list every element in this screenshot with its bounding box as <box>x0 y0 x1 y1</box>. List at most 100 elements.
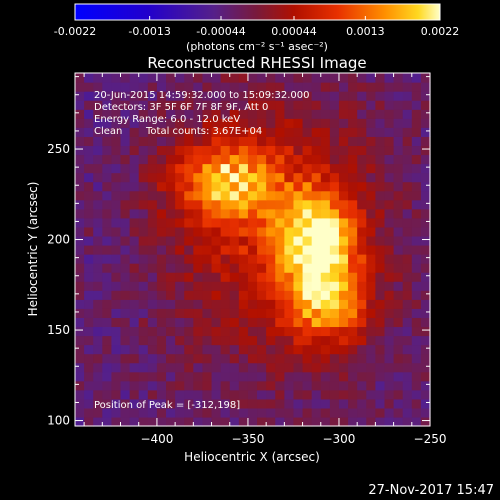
heatmap-cell <box>302 154 313 165</box>
heatmap-cell <box>84 100 94 110</box>
heatmap-cell <box>266 91 276 101</box>
heatmap-cell <box>375 299 386 309</box>
heatmap-cell <box>184 145 194 156</box>
heatmap-cell <box>329 109 340 119</box>
heatmap-cell <box>393 217 404 228</box>
y-tick-label: 250 <box>47 142 70 156</box>
heatmap-cell <box>420 235 431 246</box>
heatmap-cell <box>229 127 240 137</box>
heatmap-cell <box>284 254 295 264</box>
heatmap-cell <box>202 217 213 228</box>
heatmap-cell <box>111 181 122 192</box>
heatmap-cell <box>166 91 176 101</box>
heatmap-cell <box>202 398 213 409</box>
x-tick-label: −250 <box>414 432 447 446</box>
heatmap-cell <box>147 407 158 418</box>
heatmap-cell <box>402 190 413 201</box>
heatmap-cell <box>211 344 222 355</box>
heatmap-cell <box>147 362 158 373</box>
heatmap-cell <box>366 235 376 246</box>
heatmap-cell <box>202 172 213 183</box>
heatmap-cell <box>75 145 85 156</box>
heatmap-cell <box>411 181 422 192</box>
heatmap-cell <box>93 163 103 174</box>
heatmap-cell <box>393 398 404 409</box>
heatmap-cell <box>357 199 367 210</box>
heatmap-cell <box>366 163 376 174</box>
heatmap-cell <box>320 100 331 110</box>
heatmap-cell <box>320 398 331 409</box>
heatmap-cell <box>320 308 331 318</box>
heatmap-cell <box>229 263 240 273</box>
heatmap-cell <box>175 217 185 228</box>
heatmap-cell <box>384 91 395 101</box>
heatmap-cell <box>302 145 313 156</box>
heatmap-cell <box>93 263 103 273</box>
heatmap-cell <box>238 208 249 219</box>
heatmap-cell <box>384 127 395 137</box>
heatmap-cell <box>284 172 295 183</box>
heatmap-cell <box>147 91 158 101</box>
heatmap-cell <box>302 344 313 355</box>
heatmap-cell <box>84 217 94 228</box>
heatmap-cell <box>166 235 176 246</box>
heatmap-cell <box>311 371 322 382</box>
heatmap-cell <box>238 335 249 346</box>
heatmap-cell <box>75 326 85 337</box>
heatmap-cell <box>229 317 240 328</box>
heatmap-cell <box>211 353 222 364</box>
heatmap-cell <box>193 82 204 92</box>
heatmap-cell <box>120 199 131 210</box>
heatmap-cell <box>302 208 313 219</box>
time-range-annotation: 20-Jun-2015 14:59:32.000 to 15:09:32.000 <box>94 90 310 101</box>
heatmap-cell <box>393 127 404 137</box>
heatmap-cell <box>348 281 358 291</box>
heatmap-cell <box>175 127 185 137</box>
heatmap-cell <box>275 326 285 337</box>
heatmap-cell <box>138 416 149 427</box>
heatmap-cell <box>229 281 240 291</box>
heatmap-cell <box>375 163 386 174</box>
heatmap-cell <box>193 326 204 337</box>
heatmap-cell <box>375 389 386 400</box>
heatmap-cell <box>375 91 386 101</box>
heatmap-cell <box>129 181 140 192</box>
heatmap-cell <box>275 127 285 137</box>
heatmap-cell <box>302 82 313 92</box>
heatmap-cell <box>102 299 113 309</box>
heatmap-cell <box>384 172 395 183</box>
heatmap-cell <box>384 145 395 156</box>
heatmap-cell <box>111 217 122 228</box>
heatmap-cell <box>311 91 322 101</box>
heatmap-cell <box>147 208 158 219</box>
heatmap-cell <box>357 226 367 237</box>
heatmap-cell <box>284 353 295 364</box>
heatmap-cell <box>357 118 367 128</box>
heatmap-cell <box>247 163 258 174</box>
heatmap-cell <box>311 217 322 228</box>
heatmap-cell <box>175 317 185 328</box>
heatmap-cell <box>202 308 213 318</box>
heatmap-cell <box>120 154 131 165</box>
heatmap-cell <box>229 217 240 228</box>
colorbar-tick-label: -0.0022 <box>54 25 96 38</box>
heatmap-cell <box>302 136 313 147</box>
heatmap-cell <box>257 380 267 391</box>
heatmap-cell <box>293 100 304 110</box>
heatmap-cell <box>411 109 422 119</box>
heatmap-cell <box>293 371 304 382</box>
heatmap-cell <box>384 190 395 201</box>
colorbar-tick-label: 0.0022 <box>421 25 460 38</box>
heatmap-cell <box>329 82 340 92</box>
heatmap-cell <box>229 308 240 318</box>
heatmap-cell <box>302 362 313 373</box>
heatmap-cell <box>84 263 94 273</box>
heatmap-cell <box>184 263 194 273</box>
heatmap-cell <box>93 326 103 337</box>
heatmap-cell <box>175 254 185 264</box>
heatmap-cell <box>193 118 204 128</box>
heatmap-cell <box>111 127 122 137</box>
heatmap-cell <box>311 136 322 147</box>
heatmap-cell <box>138 272 149 282</box>
heatmap-cell <box>293 208 304 219</box>
